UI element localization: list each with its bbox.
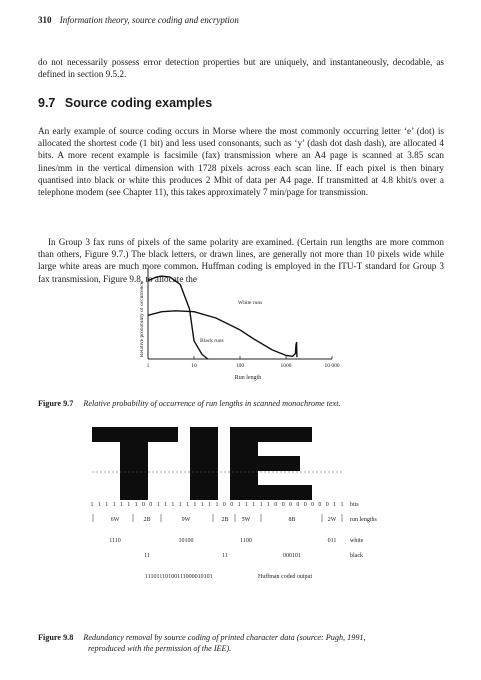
paragraph-2: An early example of source coding occurs… bbox=[38, 126, 444, 198]
bit: 1 bbox=[171, 502, 174, 508]
figure-9-8-text-line-2: reproduced with the permission of the IE… bbox=[88, 644, 232, 653]
bit: 0 bbox=[296, 502, 299, 508]
black-code: 11 bbox=[144, 553, 150, 559]
figure-9-7-label: Figure 9.7 bbox=[38, 399, 74, 408]
bit: 1 bbox=[157, 502, 160, 508]
figure-9-8-caption: Figure 9.8 Redundancy removal by source … bbox=[38, 632, 448, 654]
page-number: 310 bbox=[38, 15, 52, 25]
run-length: 2B bbox=[143, 517, 150, 523]
x-axis-label: Run length bbox=[235, 375, 262, 381]
bit: 0 bbox=[149, 502, 152, 508]
figure-9-8-text-line-1: Redundancy removal by source coding of p… bbox=[83, 633, 366, 642]
black-code: 11 bbox=[222, 553, 228, 559]
bit: 1 bbox=[164, 502, 167, 508]
white-code: 1110 bbox=[109, 538, 121, 544]
bit: 0 bbox=[318, 502, 321, 508]
letter-i-stem bbox=[190, 427, 218, 500]
bit: 1 bbox=[252, 502, 255, 508]
bit: 0 bbox=[282, 502, 285, 508]
run-length-chart: 1 10 100 1000 10 000 Run length Relative proba… bbox=[140, 268, 340, 381]
paragraph-1: do not necessarily possess error detecti… bbox=[38, 57, 444, 80]
bit: 1 bbox=[238, 502, 241, 508]
letter-e-top-bar bbox=[230, 427, 312, 442]
running-title: Information theory, source coding and en… bbox=[59, 15, 239, 25]
black-label: black bbox=[350, 553, 363, 559]
bit: 0 bbox=[289, 502, 292, 508]
bits-label: bits bbox=[350, 502, 359, 508]
bit: 0 bbox=[142, 502, 145, 508]
tie-diagram: 1 1 1 1 1 1 1 0 0 1 1 1 1 1 1 1 1 1 0 0 1 1 1 1 1 0 0 0 0 0 0 0 0 1 1 bits6… bbox=[91, 427, 377, 580]
bit: 1 bbox=[201, 502, 204, 508]
series-line-white-runs bbox=[147, 310, 298, 358]
bit: 0 bbox=[304, 502, 307, 508]
bit: 1 bbox=[267, 502, 270, 508]
letter-t-stem bbox=[120, 427, 148, 500]
bit: 1 bbox=[91, 502, 94, 508]
bit: 0 bbox=[326, 502, 329, 508]
bit: 1 bbox=[98, 502, 101, 508]
run-length: 8B bbox=[288, 517, 295, 523]
bit: 1 bbox=[193, 502, 196, 508]
bit: 1 bbox=[186, 502, 189, 508]
bit: 1 bbox=[245, 502, 248, 508]
letter-e-bottom-bar bbox=[230, 485, 312, 500]
bit: 1 bbox=[113, 502, 116, 508]
letter-e-middle-bar bbox=[230, 456, 300, 471]
x-tick-label: 1 bbox=[147, 363, 150, 369]
bit: 1 bbox=[260, 502, 263, 508]
bit: 1 bbox=[333, 502, 336, 508]
white-code: 10100 bbox=[179, 538, 194, 544]
bit: 1 bbox=[105, 502, 108, 508]
series-label-white-runs: White runs bbox=[238, 300, 262, 306]
x-tick-label: 1000 bbox=[281, 363, 292, 369]
white-code: 1100 bbox=[240, 538, 252, 544]
x-tick-label: 10 bbox=[191, 363, 197, 369]
run-lengths-label: run lengths bbox=[350, 517, 377, 523]
paragraph-3: In Group 3 fax runs of pixels of the sam… bbox=[38, 237, 444, 284]
figure-9-7-text: Relative probability of occurrence of ru… bbox=[83, 399, 341, 408]
run-length: 9W bbox=[182, 517, 191, 523]
x-tick-label: 100 bbox=[236, 363, 245, 369]
bit: 1 bbox=[127, 502, 130, 508]
white-code: 011 bbox=[328, 538, 337, 544]
run-length: 2B bbox=[221, 517, 228, 523]
bit: 0 bbox=[223, 502, 226, 508]
figure-9-7-caption: Figure 9.7 Relative probability of occur… bbox=[38, 398, 448, 409]
bit: 1 bbox=[179, 502, 182, 508]
white-label: white bbox=[350, 538, 364, 544]
bit: 1 bbox=[208, 502, 211, 508]
black-code: 000101 bbox=[283, 553, 301, 559]
series-label-black-runs: Black runs bbox=[200, 338, 224, 344]
bit: 0 bbox=[274, 502, 277, 508]
huffman-output-label: Huffman coded output bbox=[258, 573, 313, 580]
bit: 1 bbox=[135, 502, 138, 508]
run-length: 5W bbox=[242, 517, 251, 523]
bit: 1 bbox=[120, 502, 123, 508]
x-tick-label: 10 000 bbox=[324, 363, 339, 369]
bit: 1 bbox=[341, 502, 344, 508]
bit: 0 bbox=[311, 502, 314, 508]
section-number: 9.7 bbox=[38, 96, 56, 110]
section-title: Source coding examples bbox=[64, 96, 213, 110]
bit: 0 bbox=[230, 502, 233, 508]
figure-9-8-label: Figure 9.8 bbox=[38, 633, 74, 642]
huffman-output: 11101110100111000010101 bbox=[145, 574, 213, 580]
y-axis-label: Relative probability of occurrence bbox=[140, 281, 145, 357]
run-length: 2W bbox=[328, 517, 337, 523]
running-header: 310 Information theory, source coding an… bbox=[38, 15, 239, 25]
bit: 1 bbox=[216, 502, 219, 508]
series-line-black-runs bbox=[147, 275, 209, 360]
run-length: 6W bbox=[111, 517, 120, 523]
section-heading: 9.7 Source coding examples bbox=[38, 96, 212, 110]
